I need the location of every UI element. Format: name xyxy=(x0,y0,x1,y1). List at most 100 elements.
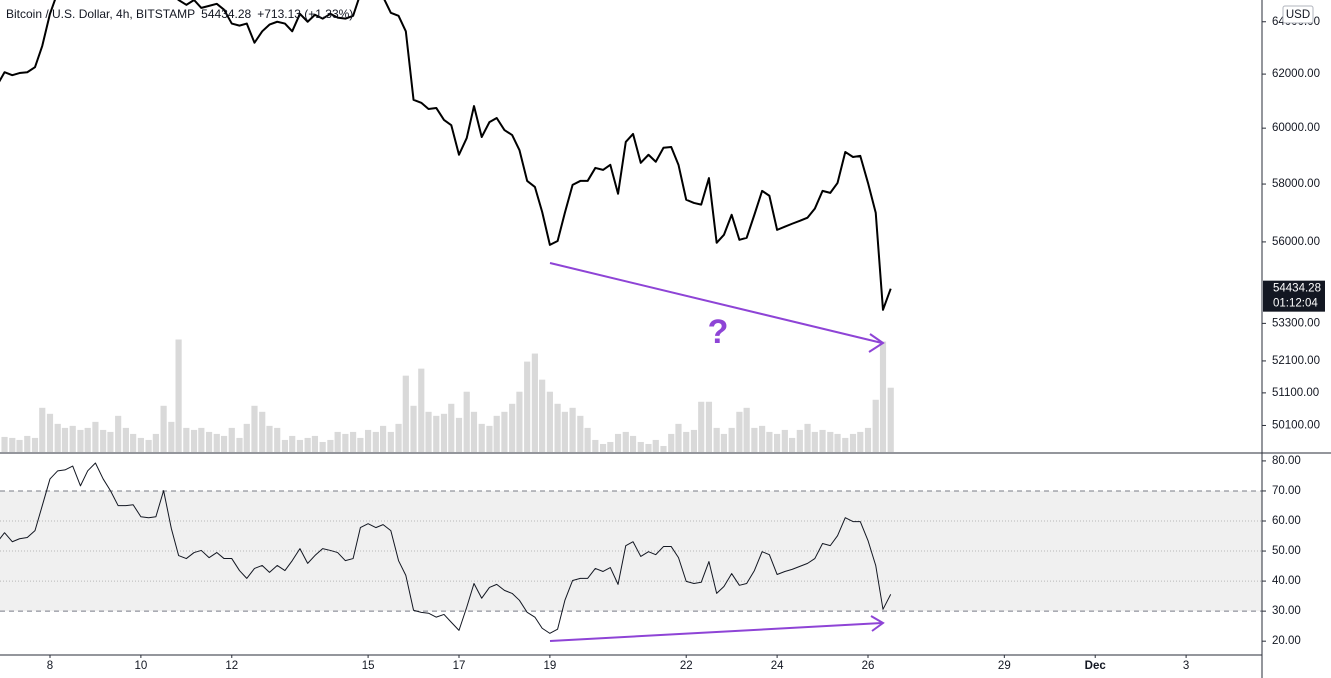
volume-bar xyxy=(849,433,857,452)
volume-bar xyxy=(342,433,349,452)
rsi-pane-back xyxy=(0,490,1262,612)
volume-bar xyxy=(637,441,644,452)
volume-bar xyxy=(698,401,705,452)
volume-bar xyxy=(77,429,84,452)
volume-bar xyxy=(789,437,796,452)
volume-bar xyxy=(493,415,500,452)
volume-bar xyxy=(455,417,463,452)
currency[interactable]: USD xyxy=(1286,9,1310,21)
volume-bar xyxy=(819,429,826,452)
x-tick-label: 29 xyxy=(998,660,1011,672)
volume-bar xyxy=(425,411,432,452)
volume-bar xyxy=(31,437,39,452)
axis-layer: 64000.0062000.0060000.0058000.0056000.00… xyxy=(47,16,1320,672)
volume-bar xyxy=(387,431,394,452)
volume-bar xyxy=(220,435,228,452)
volume-bar xyxy=(61,427,69,452)
volume-bar xyxy=(100,429,107,452)
symbol-title: Bitcoin / U.S. Dollar, 4h, BITSTAMP xyxy=(6,7,195,21)
volume-bar xyxy=(190,429,198,452)
volume-bar xyxy=(834,433,841,452)
volume-bar xyxy=(137,437,144,452)
y-tick-label: 50100.00 xyxy=(1272,419,1320,431)
volume-layer xyxy=(1,339,894,452)
volume-bar xyxy=(418,368,425,452)
volume-bar xyxy=(24,435,31,452)
volume-bar xyxy=(213,433,220,452)
volume-bar xyxy=(486,425,493,452)
x-tick-label: 24 xyxy=(771,660,784,672)
volume-bar xyxy=(736,411,743,452)
volume-bar xyxy=(501,411,508,452)
volume-bar xyxy=(743,407,750,452)
y-tick-label: 52100.00 xyxy=(1272,355,1320,367)
volume-bar xyxy=(372,431,379,452)
volume-bar xyxy=(122,427,129,452)
volume-bar xyxy=(228,427,235,452)
volume-bar xyxy=(183,427,190,452)
volume-bar xyxy=(410,405,417,452)
volume-bar xyxy=(304,437,311,452)
rsi-trend-arrow xyxy=(549,622,883,642)
y-tick-label: 62000.00 xyxy=(1272,68,1320,80)
volume-bar xyxy=(281,439,289,452)
volume-bar xyxy=(531,353,538,452)
volume-bar xyxy=(395,423,402,452)
volume-bar xyxy=(54,423,61,452)
volume-bar xyxy=(380,425,387,452)
volume-bar xyxy=(107,431,114,452)
volume-bar xyxy=(327,439,334,452)
arrow-head xyxy=(868,333,885,353)
volume-bar xyxy=(130,433,137,452)
volume-bar xyxy=(683,431,690,452)
volume-bar xyxy=(516,391,523,452)
volume-bar xyxy=(357,437,364,452)
volume-bar xyxy=(274,427,281,452)
volume-bar xyxy=(614,433,622,452)
volume-bar xyxy=(236,437,243,452)
volume-bar xyxy=(592,439,599,452)
y-tick-label: 20.00 xyxy=(1272,635,1301,647)
volume-bar xyxy=(509,403,516,452)
volume-bar xyxy=(705,401,713,452)
volume-bar xyxy=(289,435,296,452)
volume-bar xyxy=(599,443,607,452)
x-tick-label: 10 xyxy=(134,660,147,672)
volume-bar xyxy=(569,407,576,452)
currency-box[interactable] xyxy=(1282,5,1314,24)
volume-bar xyxy=(115,415,122,452)
y-tick-label: 50.00 xyxy=(1272,545,1301,557)
volume-bar xyxy=(539,379,546,452)
x-tick-label: 12 xyxy=(225,660,238,672)
volume-bar xyxy=(259,411,266,452)
volume-bar xyxy=(774,433,781,452)
volume-bar xyxy=(46,413,54,452)
volume-bar xyxy=(205,431,213,452)
volume-bar xyxy=(251,405,258,452)
volume-bar xyxy=(402,375,409,452)
volume-bar xyxy=(827,431,834,452)
volume-bar xyxy=(9,437,16,452)
last-price-box: 54434.28 01:12:04 xyxy=(1263,280,1325,312)
x-tick-label: 22 xyxy=(680,660,693,672)
volume-bar xyxy=(728,427,735,452)
volume-bar xyxy=(145,439,152,452)
volume-bar xyxy=(1,436,8,452)
volume-bar xyxy=(759,425,766,452)
y-tick-label: 56000.00 xyxy=(1272,236,1320,248)
trend-drawings xyxy=(549,262,885,642)
volume-bar xyxy=(781,429,788,452)
price-trend-arrow xyxy=(549,262,883,344)
last-price-label: 54434.28 xyxy=(1273,283,1321,295)
volume-bar xyxy=(319,441,326,452)
volume-bar xyxy=(811,431,818,452)
volume-bar xyxy=(546,391,553,452)
volume-bar xyxy=(69,425,76,452)
line-series xyxy=(0,462,892,634)
x-tick-label: 3 xyxy=(1183,660,1189,672)
volume-bar xyxy=(751,427,758,452)
volume-bar xyxy=(607,441,614,452)
volume-bar xyxy=(842,437,849,452)
volume-bar xyxy=(175,339,182,452)
